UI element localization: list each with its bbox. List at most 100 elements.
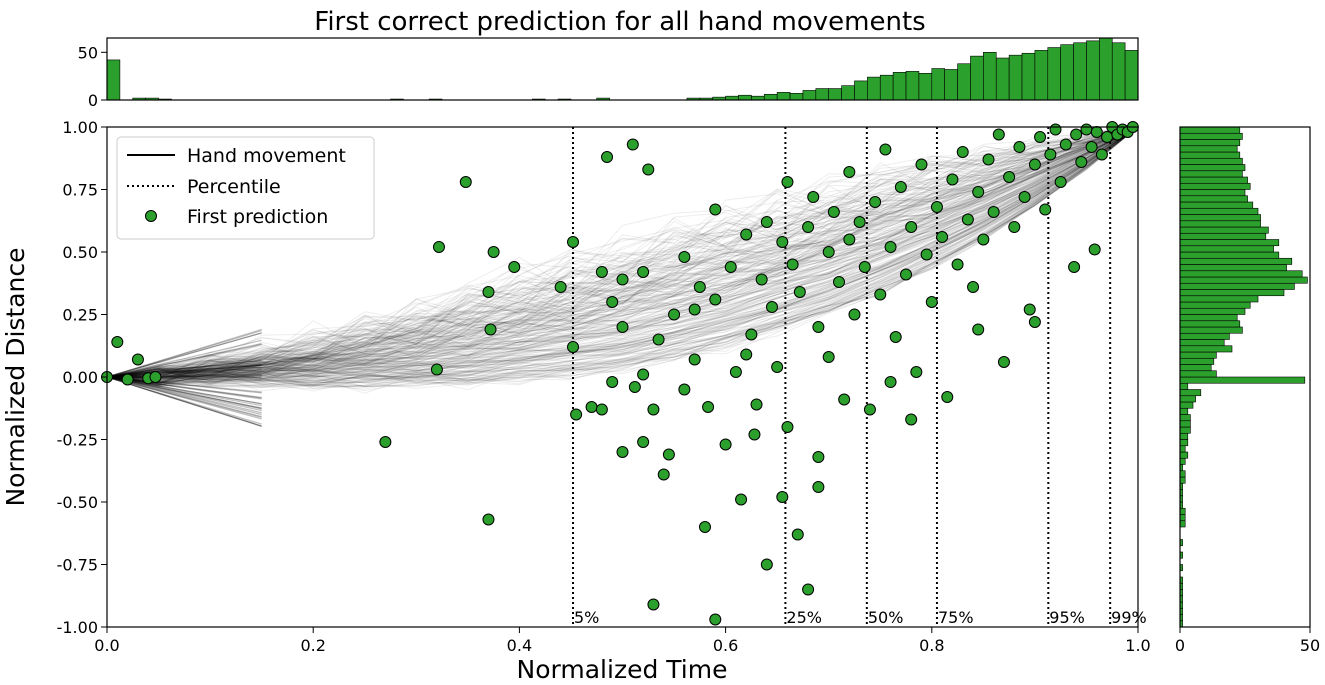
first-prediction-point	[430, 363, 443, 376]
hand-movement-trajectory	[106, 126, 1139, 384]
hand-movement-trajectory	[106, 359, 262, 378]
first-prediction-point	[843, 233, 856, 246]
first-prediction-point	[807, 191, 820, 203]
first-prediction-point	[1039, 203, 1052, 216]
hand-movement-trajectory	[106, 126, 1139, 388]
hand-movement-trajectory	[106, 126, 1139, 378]
hand-movement-trajectory	[106, 126, 1139, 382]
hand-movement-trajectory	[106, 376, 262, 427]
first-prediction-point	[982, 153, 995, 166]
hand-movement-trajectory	[106, 126, 1139, 388]
first-prediction-point	[595, 266, 608, 278]
hand-movement-trajectory	[106, 126, 1139, 378]
main-plot: 5% 25% 50% 75% 95% 99% 0.0 0.2 0.4 0.6 0.8 1.0 -1.…	[57, 118, 1151, 655]
y-ticks-5: 0.25	[62, 306, 98, 325]
hand-movement-trajectory	[106, 126, 1139, 384]
top-histogram-bar	[1034, 50, 1049, 101]
first-prediction-point	[853, 216, 866, 228]
legend-first-prediction-marker	[145, 210, 157, 222]
hand-movement-trajectory	[106, 126, 1139, 391]
first-prediction-point	[1088, 243, 1101, 256]
first-prediction-point	[905, 221, 918, 233]
first-prediction-point	[977, 233, 990, 246]
first-prediction-point	[812, 481, 825, 493]
hand-movement-trajectory	[106, 126, 1139, 378]
first-prediction-point	[647, 403, 660, 416]
hand-movement-trajectory	[106, 126, 1139, 382]
first-prediction-point	[642, 163, 655, 176]
first-prediction-point	[131, 353, 144, 366]
first-prediction-point	[652, 333, 665, 346]
x-ticks-0: 0.0	[94, 636, 119, 655]
hand-movement-trajectory	[106, 126, 1139, 392]
right-histogram-bar	[1179, 151, 1241, 159]
first-prediction-point	[776, 236, 789, 248]
hand-movement-trajectory	[106, 126, 1139, 378]
legend-box	[116, 136, 375, 240]
first-prediction-point	[554, 281, 567, 293]
hand-movement-trajectory	[106, 126, 1139, 386]
hand-movement-trajectory	[106, 126, 1139, 385]
top-histogram-bar	[1099, 37, 1113, 101]
hand-movement-trajectory	[106, 126, 1139, 378]
first-prediction-point	[802, 221, 815, 233]
x-ticks-2: 0.4	[507, 636, 532, 655]
y-ticks-8: 1.00	[62, 118, 98, 137]
first-prediction-point	[626, 138, 639, 151]
first-prediction-point	[1054, 176, 1067, 188]
first-prediction-point	[951, 258, 964, 271]
right-histogram-bar	[1179, 351, 1217, 359]
first-prediction-point	[822, 246, 835, 258]
y-axis-label: Normalized Distance	[1, 247, 30, 506]
top-histogram-bar	[1111, 42, 1126, 101]
first-prediction-point	[987, 206, 1000, 218]
hand-movement-trajectory	[106, 126, 1139, 379]
first-prediction-point	[1028, 316, 1041, 328]
right-histogram-bar	[1179, 170, 1243, 178]
first-prediction-point	[760, 216, 773, 228]
hand-movement-trajectory	[106, 126, 1139, 378]
x-ticks-5: 1.0	[1125, 636, 1150, 655]
top-histogram-y-ticks-0: 0	[88, 91, 98, 110]
first-prediction-point	[786, 258, 799, 271]
hand-movement-trajectory	[106, 126, 1139, 386]
right-histogram-bar	[1179, 414, 1191, 422]
first-prediction-point	[647, 598, 660, 611]
hand-movement-trajectory	[106, 126, 1139, 379]
hand-movement-trajectory	[106, 126, 1139, 378]
y-ticks-4: 0.00	[62, 368, 98, 387]
hand-movement-trajectory	[106, 126, 1139, 381]
percentiles-3-label: 75%	[938, 608, 974, 627]
right-histogram-bar	[1179, 126, 1241, 134]
first-prediction-point	[812, 451, 825, 463]
right-histogram-bar	[1179, 514, 1186, 522]
hand-movement-trajectory	[106, 126, 1139, 384]
hand-movement-trajectory	[106, 126, 1139, 382]
first-prediction-point	[1013, 141, 1026, 153]
hand-movement-trajectory	[106, 126, 1139, 384]
x-ticks-4: 0.8	[919, 636, 944, 655]
legend: Hand movement Percentile First predictio…	[116, 136, 375, 240]
y-ticks-3: -0.25	[57, 431, 98, 450]
hand-movement-trajectory	[106, 126, 1139, 384]
hand-movement-trajectory	[106, 126, 1139, 378]
hand-movement-trajectory	[106, 126, 1139, 378]
x-axis-ticks: 0.0 0.2 0.4 0.6 0.8 1.0	[94, 627, 1151, 655]
hand-movement-trajectory	[106, 126, 1139, 380]
right-histogram-bar	[1179, 432, 1189, 440]
first-prediction-point	[1068, 261, 1081, 273]
hand-movement-trajectory	[106, 126, 1139, 384]
right-histogram-bar	[1179, 357, 1215, 365]
first-prediction-point	[858, 261, 871, 273]
first-prediction-point	[724, 261, 737, 273]
hand-movement-trajectory	[106, 126, 1139, 379]
hand-movement-trajectory	[106, 126, 1139, 383]
legend-percentile-label: Percentile	[187, 176, 281, 198]
hand-movement-trajectory	[106, 126, 1139, 378]
hand-movement-trajectory	[106, 126, 1139, 378]
first-prediction-point	[616, 273, 629, 286]
top-histogram-bar	[944, 69, 958, 101]
hand-movement-trajectory	[106, 126, 1139, 378]
top-histogram-bar	[1124, 50, 1139, 101]
first-prediction-point	[459, 176, 472, 188]
